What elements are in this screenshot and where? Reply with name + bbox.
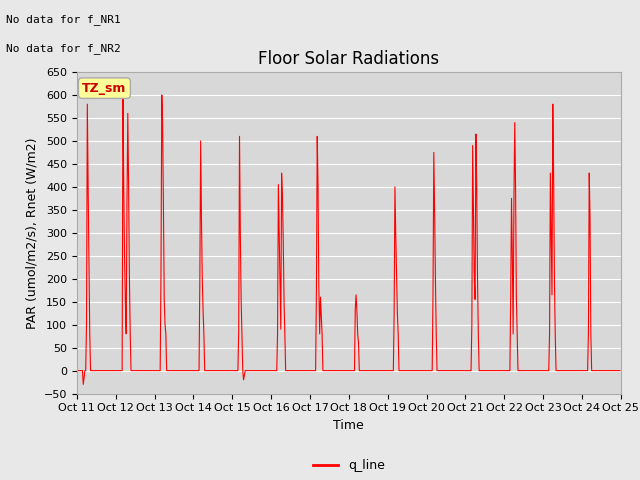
- Text: TZ_sm: TZ_sm: [82, 82, 127, 95]
- Title: Floor Solar Radiations: Floor Solar Radiations: [258, 49, 440, 68]
- Text: No data for f_NR2: No data for f_NR2: [6, 43, 121, 54]
- X-axis label: Time: Time: [333, 419, 364, 432]
- Y-axis label: PAR (umol/m2/s), Rnet (W/m2): PAR (umol/m2/s), Rnet (W/m2): [25, 137, 38, 328]
- Text: No data for f_NR1: No data for f_NR1: [6, 14, 121, 25]
- Legend: q_line: q_line: [308, 455, 390, 478]
